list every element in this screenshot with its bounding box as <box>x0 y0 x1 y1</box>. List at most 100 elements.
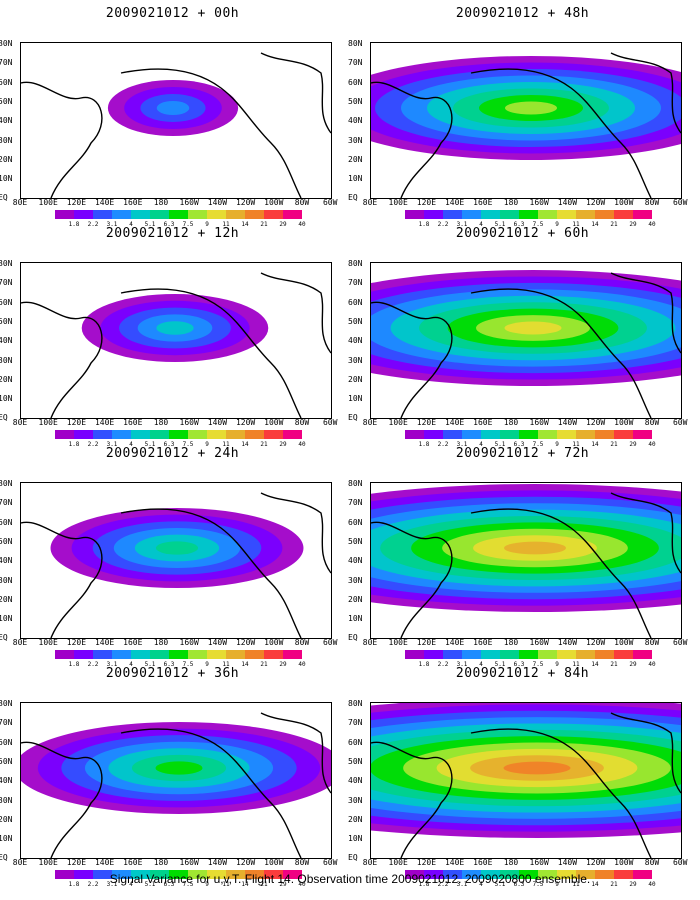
colorbar-label: 11 <box>572 661 580 668</box>
lon-tick-label: 80W <box>294 638 310 647</box>
lon-tick-label: 80E <box>362 638 378 647</box>
colorbar-swatch <box>283 430 302 439</box>
lat-tick-label: 70N <box>348 718 363 728</box>
colorbar-label: 11 <box>222 881 230 888</box>
colorbar-label: 4 <box>129 881 133 888</box>
lon-tick-label: 160E <box>123 418 143 427</box>
lon-tick-label: 160W <box>529 638 549 647</box>
colorbar-label: 14 <box>241 221 249 228</box>
colorbar-swatch <box>576 870 595 879</box>
panel-title: 2009021012 + 72h <box>455 446 590 461</box>
colorbar-swatch <box>481 430 500 439</box>
lon-tick-label: 180 <box>153 858 169 867</box>
lon-tick-label: 80E <box>12 418 28 427</box>
colorbar-label: 14 <box>241 441 249 448</box>
lat-tick-label: 70N <box>0 718 13 728</box>
colorbar-swatch <box>74 870 93 879</box>
colorbar-swatch <box>131 210 150 219</box>
lat-tick-label: 60N <box>348 517 363 527</box>
colorbar-label: 40 <box>648 221 656 228</box>
lon-tick-label: 100W <box>264 198 284 207</box>
colorbar-swatch <box>169 870 188 879</box>
colorbar-swatch <box>424 650 443 659</box>
colorbar-swatch <box>55 210 74 219</box>
colorbar-swatch <box>405 430 424 439</box>
lat-tick-label: 80N <box>0 259 13 268</box>
lon-tick-label: 160E <box>473 638 493 647</box>
colorbar-label: 7.5 <box>532 441 544 448</box>
colorbar-label: 14 <box>591 441 599 448</box>
lat-tick-label: 20N <box>0 374 13 384</box>
colorbar-label: 5.1 <box>144 661 156 668</box>
colorbar-label: 4 <box>479 661 483 668</box>
lon-tick-label: 160W <box>179 198 199 207</box>
colorbar-swatch <box>538 650 557 659</box>
contour-band <box>505 101 557 115</box>
lon-tick-label: 120E <box>416 418 437 427</box>
lon-tick-label: 80E <box>362 418 378 427</box>
lon-tick-label: 120E <box>416 198 437 207</box>
lon-tick-label: 180 <box>153 638 169 647</box>
colorbar-label: 14 <box>241 661 249 668</box>
colorbar-swatches <box>55 870 302 879</box>
lon-tick-label: 140W <box>557 638 578 647</box>
colorbar-swatch <box>93 650 112 659</box>
colorbar-swatch <box>188 430 207 439</box>
colorbar-swatch <box>74 430 93 439</box>
lon-tick-label: 180 <box>153 198 169 207</box>
lat-tick-label: 60N <box>348 77 363 87</box>
colorbar-swatch <box>150 650 169 659</box>
lat-tick-label: 30N <box>0 795 13 805</box>
lon-tick-label: 100E <box>38 858 58 867</box>
lon-tick-label: 120W <box>235 418 256 427</box>
lat-tick-label: 40N <box>0 116 13 126</box>
lat-tick-label: 80N <box>348 699 363 708</box>
colorbar-label: 9 <box>555 441 559 448</box>
colorbar-label: 5.1 <box>494 881 506 888</box>
colorbar-label: 1.8 <box>418 661 430 668</box>
colorbar-label: 1.8 <box>418 441 430 448</box>
lon-tick-label: 160E <box>473 418 493 427</box>
colorbar-swatch <box>519 210 538 219</box>
colorbar-swatches <box>405 210 652 219</box>
lon-tick-label: 100W <box>264 638 284 647</box>
lon-tick-label: 140E <box>444 418 465 427</box>
lon-tick-label: 100E <box>38 418 58 427</box>
colorbar-swatch <box>614 650 633 659</box>
variance-field <box>371 703 681 858</box>
colorbar-label: 6.3 <box>163 221 175 228</box>
lon-tick-label: 100W <box>614 198 634 207</box>
lon-tick-label: 80W <box>294 418 310 427</box>
colorbar-swatch <box>150 430 169 439</box>
lon-tick-label: 140E <box>94 418 115 427</box>
variance-field <box>21 52 331 198</box>
lat-tick-label: 50N <box>348 756 363 766</box>
colorbar-label: 9 <box>555 221 559 228</box>
contour-band <box>504 321 562 335</box>
map-area <box>20 262 332 419</box>
lat-tick-label: 50N <box>348 96 363 106</box>
colorbar-swatch <box>557 870 576 879</box>
lon-tick-label: 120E <box>416 858 437 867</box>
lon-tick-label: 120E <box>416 638 437 647</box>
colorbar-swatch <box>131 870 150 879</box>
colorbar-label: 3.1 <box>456 661 468 668</box>
colorbar-swatches <box>55 430 302 439</box>
colorbar-swatch <box>595 210 614 219</box>
colorbar-swatch <box>55 430 74 439</box>
lat-tick-label: EQ <box>0 633 8 643</box>
colorbar-label: 2.2 <box>87 221 99 228</box>
lon-tick-label: 80W <box>644 638 660 647</box>
lat-tick-label: 10N <box>0 614 13 624</box>
colorbar-swatch <box>245 210 264 219</box>
colorbar-swatch <box>112 210 131 219</box>
lat-tick-label: 40N <box>348 336 363 346</box>
lat-tick-label: 20N <box>0 594 13 604</box>
lat-tick-label: 20N <box>0 154 13 164</box>
colorbar-label: 9 <box>555 661 559 668</box>
colorbar-swatch <box>264 650 283 659</box>
lon-tick-label: 100E <box>388 638 408 647</box>
map-area <box>20 482 332 639</box>
lon-tick-label: 180 <box>503 198 519 207</box>
lat-tick-label: 80N <box>348 259 363 268</box>
